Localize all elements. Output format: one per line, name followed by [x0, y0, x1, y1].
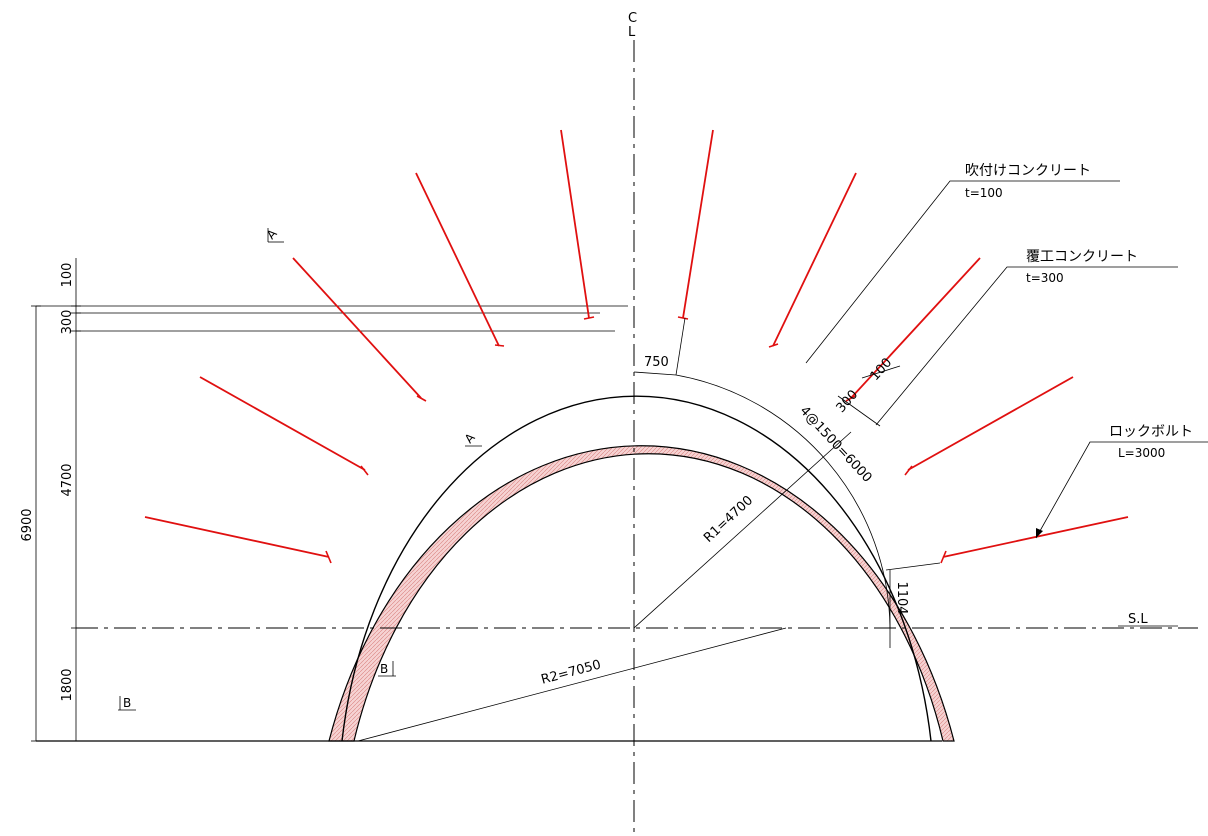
centerline-label-bottom: L: [628, 25, 636, 40]
r1-radius-line: [633, 431, 852, 629]
lining-ring: [328, 445, 955, 742]
svg-text:A: A: [264, 226, 280, 242]
dim-ticks: [31, 305, 81, 742]
rock-bolt: [144, 516, 330, 558]
inner-lining-line: [341, 395, 932, 742]
rock-bolt: [560, 129, 590, 319]
dim-750-label: 750: [644, 355, 669, 370]
dim-1104-label: 1104: [894, 581, 909, 614]
lining-leader: [875, 266, 1178, 426]
section-mark-a-inner: A: [462, 430, 482, 447]
rock-bolt: [199, 376, 366, 471]
thickness-dim-line: [837, 395, 881, 427]
rock-bolt: [772, 172, 857, 347]
dim-1104-extension: [885, 562, 941, 571]
svg-text:B: B: [380, 662, 388, 676]
svg-text:B: B: [123, 696, 131, 710]
shotcrete-leader: [805, 180, 1120, 364]
rock-bolt-heads: [325, 316, 947, 564]
r1-label: R1=4700: [701, 493, 756, 546]
dim-4700-left: 4700: [60, 463, 75, 496]
shotcrete-note-spec: t=100: [965, 186, 1003, 200]
section-mark-b-inner: B: [378, 661, 396, 677]
svg-text:A: A: [462, 430, 478, 446]
rockbolt-leader-arrow: [1036, 528, 1043, 538]
r2-label: R2=7050: [540, 657, 603, 687]
rock-bolt: [907, 376, 1074, 471]
rock-bolt: [292, 257, 422, 399]
rockbolt-leader: [1035, 441, 1208, 539]
dim-100-shotcrete-label: 100: [868, 355, 896, 383]
dim-100-left: 100: [60, 263, 75, 288]
bolt-spacing-arc: [675, 374, 891, 629]
section-mark-a-upper: A: [264, 226, 284, 243]
rock-bolts: [144, 129, 1129, 558]
centerline-label-top: C: [628, 11, 637, 26]
lining-note-spec: t=300: [1026, 271, 1064, 285]
dim-750-line: [633, 371, 677, 376]
springline-label: S.L: [1128, 612, 1148, 627]
dim-6900-left: 6900: [20, 508, 35, 541]
thickness-ext-line: [861, 365, 901, 379]
dim-1800-left: 1800: [60, 668, 75, 701]
shotcrete-note-name: 吹付けコンクリート: [965, 163, 1091, 179]
rock-bolt: [942, 516, 1129, 558]
dim-750-extension: [675, 317, 686, 376]
lining-note-name: 覆工コンクリート: [1026, 249, 1138, 265]
section-mark-b-left: B: [118, 696, 136, 711]
rock-bolt: [682, 129, 714, 319]
rockbolt-note-spec: L=3000: [1118, 446, 1165, 460]
bolt-spacing-label: 4@1500=6000: [797, 404, 875, 486]
r2-radius-line: [357, 627, 787, 742]
rock-bolt: [415, 172, 500, 347]
rockbolt-note-name: ロックボルト: [1109, 424, 1193, 440]
dim-300-left: 300: [60, 310, 75, 335]
